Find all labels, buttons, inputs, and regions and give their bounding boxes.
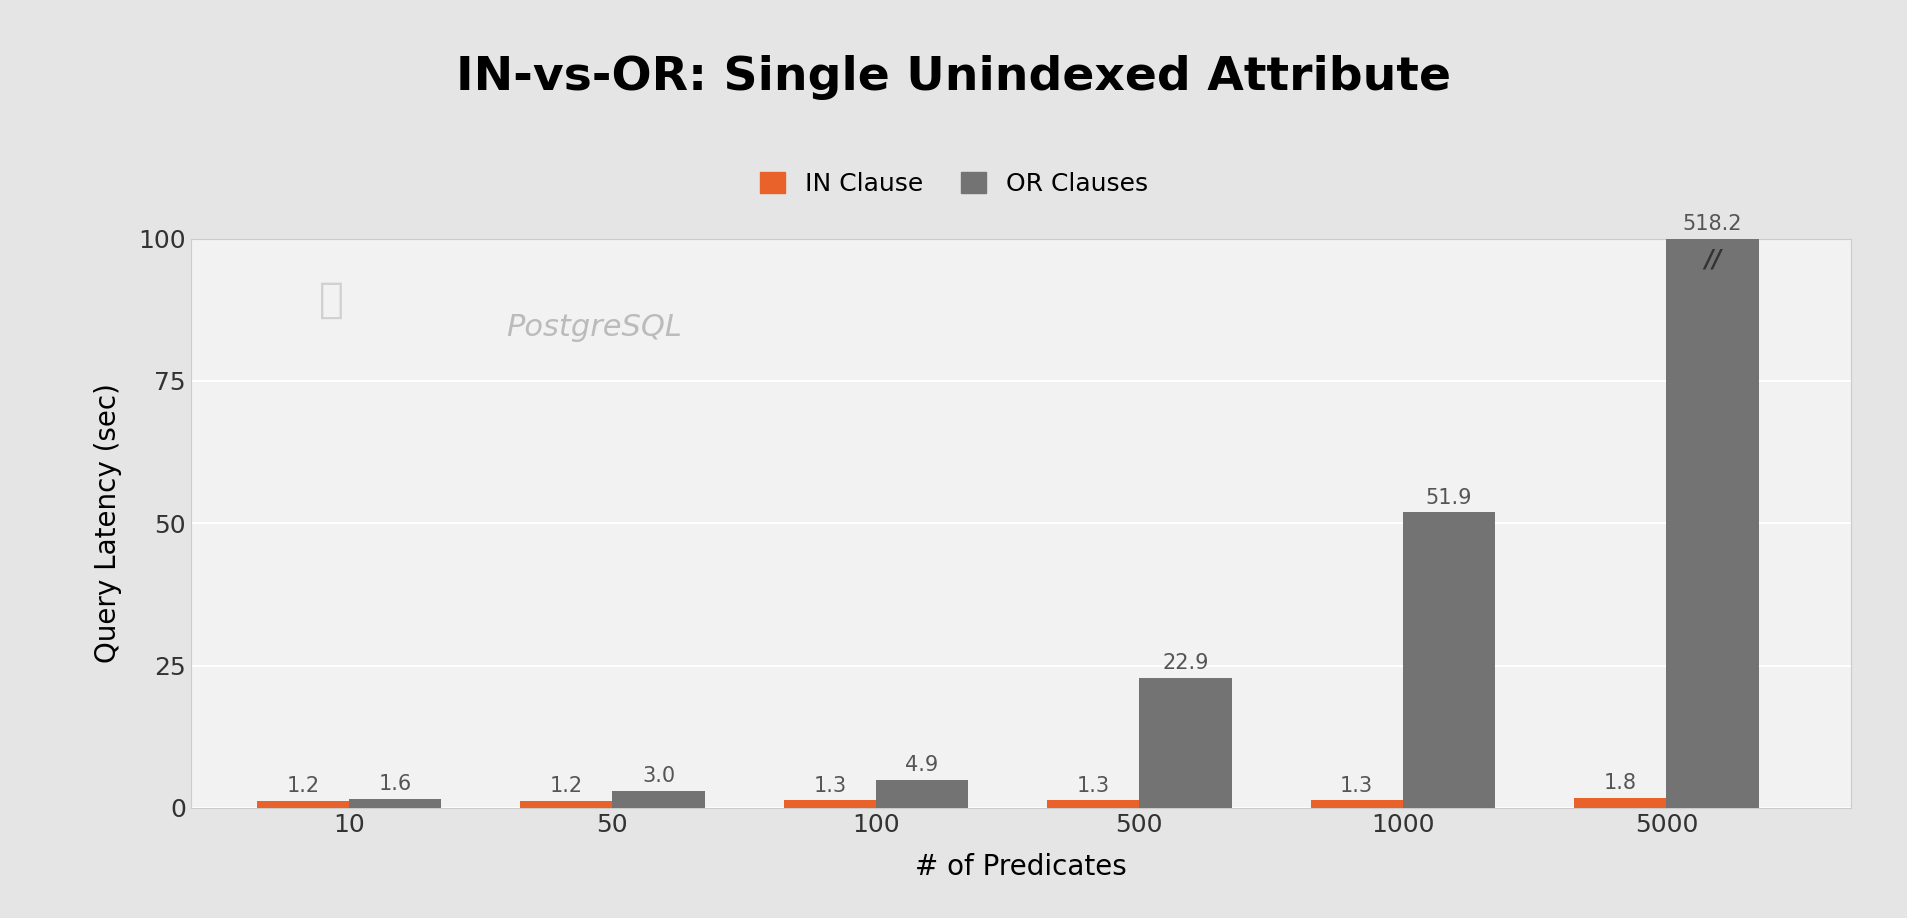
Text: 1.2: 1.2 — [286, 777, 318, 797]
Bar — [1402, 512, 1495, 808]
Bar — [1047, 800, 1138, 808]
Bar — [1138, 677, 1230, 808]
Text: PostgreSQL: PostgreSQL — [505, 313, 681, 341]
Text: 1.3: 1.3 — [1076, 776, 1110, 796]
Text: 1.6: 1.6 — [378, 774, 412, 794]
Text: 4.9: 4.9 — [906, 756, 938, 776]
Bar — [784, 800, 875, 808]
Bar — [257, 801, 349, 808]
Y-axis label: Query Latency (sec): Query Latency (sec) — [93, 384, 122, 663]
Bar — [1665, 239, 1758, 808]
Text: 1.3: 1.3 — [1339, 776, 1373, 796]
Text: //: // — [1703, 247, 1720, 271]
Text: 1.2: 1.2 — [549, 777, 582, 797]
Legend: IN Clause, OR Clauses: IN Clause, OR Clauses — [748, 160, 1159, 208]
Text: 3.0: 3.0 — [641, 767, 675, 786]
X-axis label: # of Predicates: # of Predicates — [915, 854, 1125, 881]
Bar — [349, 799, 441, 808]
Text: 1.8: 1.8 — [1604, 773, 1636, 793]
Text: 518.2: 518.2 — [1682, 214, 1741, 234]
Bar — [521, 801, 612, 808]
Text: IN-vs-OR: Single Unindexed Attribute: IN-vs-OR: Single Unindexed Attribute — [456, 55, 1451, 100]
Bar — [1310, 800, 1402, 808]
Text: 1.3: 1.3 — [812, 776, 847, 796]
Bar — [612, 790, 704, 808]
Bar — [875, 780, 967, 808]
Bar — [1573, 798, 1665, 808]
Text: 51.9: 51.9 — [1425, 487, 1472, 508]
Text: 🐘: 🐘 — [318, 278, 345, 320]
Text: 22.9: 22.9 — [1161, 653, 1207, 673]
